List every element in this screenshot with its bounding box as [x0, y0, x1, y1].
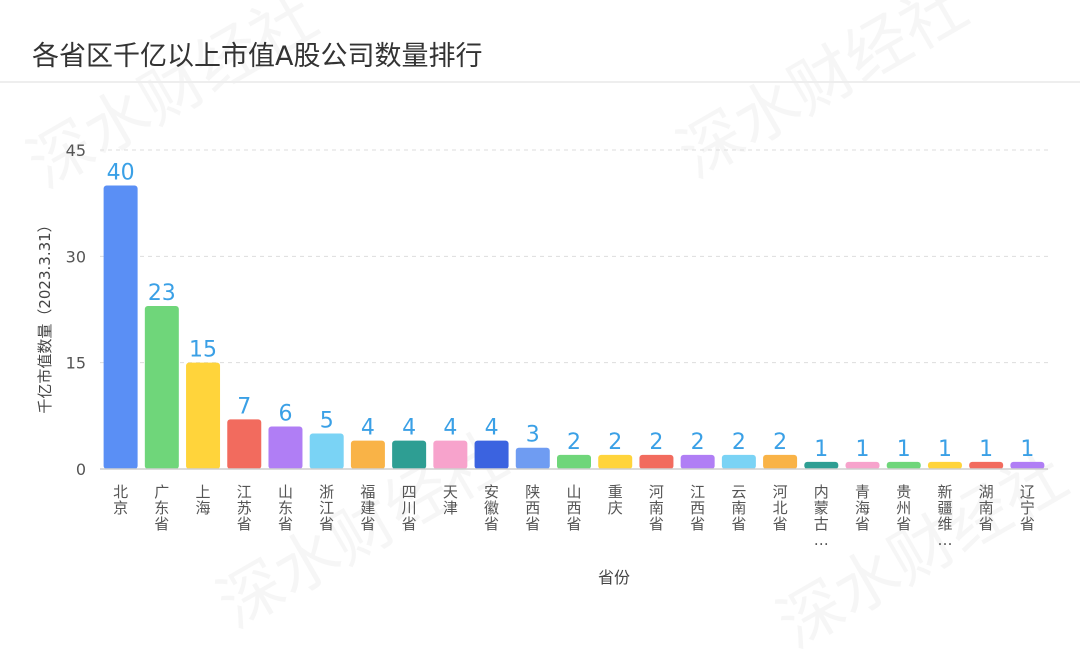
- bar: [969, 461, 1004, 469]
- bar: [721, 454, 756, 469]
- bar-value-label: 1: [979, 437, 993, 462]
- bar: [927, 461, 962, 469]
- x-tick-label: 辽宁省: [1019, 483, 1035, 533]
- bar-value-label: 4: [361, 416, 375, 441]
- bar-value-label: 5: [320, 409, 334, 434]
- bar-value-label: 23: [148, 281, 176, 306]
- title-divider: [0, 81, 1080, 83]
- bar: [845, 461, 880, 469]
- bar: [309, 433, 344, 469]
- bar-value-label: 2: [773, 430, 787, 455]
- bar: [433, 440, 468, 469]
- x-axis-label: 省份: [598, 568, 630, 587]
- bar-value-label: 1: [897, 437, 911, 462]
- bar: [186, 362, 221, 469]
- bar: [268, 426, 303, 469]
- bar: [144, 305, 179, 469]
- bar-value-label: 2: [567, 430, 581, 455]
- x-tick-label: 福建省: [360, 483, 376, 533]
- bar-value-label: 1: [856, 437, 870, 462]
- x-tick-label: 广东省: [154, 483, 170, 533]
- x-tick-label: 河北省: [772, 483, 788, 533]
- x-tick-label: 山西省: [566, 483, 582, 533]
- bar: [227, 419, 262, 469]
- x-tick-label: 江西省: [690, 483, 706, 533]
- x-tick-label: 青海省: [855, 483, 871, 533]
- bar-value-label: 15: [189, 338, 217, 363]
- bar: [639, 454, 674, 469]
- bar-value-label: 2: [649, 430, 663, 455]
- bar-value-label: 6: [278, 401, 292, 426]
- x-tick-label: 安徽省: [484, 483, 500, 533]
- bar: [557, 454, 591, 469]
- x-tick-label: 江苏省: [236, 483, 252, 533]
- bar: [804, 461, 839, 469]
- bar: [680, 454, 715, 469]
- x-tick-label: 北京: [113, 483, 129, 517]
- y-tick-label: 0: [76, 460, 86, 479]
- x-tick-label: 湖南省: [978, 483, 994, 533]
- bar-value-label: 7: [237, 394, 251, 419]
- bar: [350, 440, 385, 469]
- bar: [103, 185, 138, 469]
- bar-chart: 0 15 30 45 40 23 15 7 6 5 4 4 4 4 3 2 2 2 2 2 2 1 1 1 1 1 1 千亿市值数…: [36, 141, 1048, 587]
- bar: [886, 461, 921, 469]
- chart-title: 各省区千亿以上市值A股公司数量排行: [32, 41, 483, 72]
- x-tick-label: 内蒙古…: [813, 483, 829, 549]
- bar-value-label: 2: [691, 430, 705, 455]
- bars: [103, 185, 1045, 469]
- y-tick-label: 30: [66, 247, 86, 266]
- bar: [1010, 461, 1045, 469]
- y-tick-label: 45: [66, 141, 86, 160]
- bar-value-labels: 40 23 15 7 6 5 4 4 4 4 3 2 2 2 2 2 2 1 1 1 1 1 1: [107, 160, 1035, 461]
- bar-value-label: 3: [526, 423, 540, 448]
- x-tick-label: 河南省: [648, 483, 664, 533]
- bar-value-label: 2: [608, 430, 622, 455]
- x-tick-label: 重庆: [607, 483, 623, 517]
- bar-value-label: 4: [443, 416, 457, 441]
- x-tick-label: 贵州省: [896, 483, 912, 533]
- bar: [392, 440, 427, 469]
- x-tick-label: 浙江省: [319, 483, 335, 533]
- bar-value-label: 1: [938, 437, 952, 462]
- bar: [763, 454, 798, 469]
- bar: [474, 440, 509, 469]
- x-tick-label: 新疆维…: [937, 483, 953, 549]
- bar-value-label: 40: [107, 160, 135, 185]
- y-tick-label: 15: [66, 354, 86, 373]
- y-axis-ticks: 0 15 30 45: [66, 141, 86, 479]
- grid-lines: [100, 149, 1048, 364]
- x-tick-label: 上海: [195, 483, 211, 517]
- bar-value-label: 2: [732, 430, 746, 455]
- y-axis-label: 千亿市值数量（2023.3.31）: [36, 217, 54, 413]
- bar-value-label: 1: [814, 437, 828, 462]
- x-tick-label: 云南省: [731, 483, 747, 533]
- bar-value-label: 4: [402, 416, 416, 441]
- x-tick-label: 山东省: [277, 483, 293, 533]
- bar: [598, 454, 633, 469]
- bar-value-label: 4: [485, 416, 499, 441]
- x-tick-label: 天津: [442, 483, 458, 517]
- bar-value-label: 1: [1020, 437, 1034, 462]
- bar: [515, 447, 550, 469]
- x-tick-label: 陕西省: [525, 483, 541, 533]
- x-tick-label: 四川省: [401, 483, 417, 533]
